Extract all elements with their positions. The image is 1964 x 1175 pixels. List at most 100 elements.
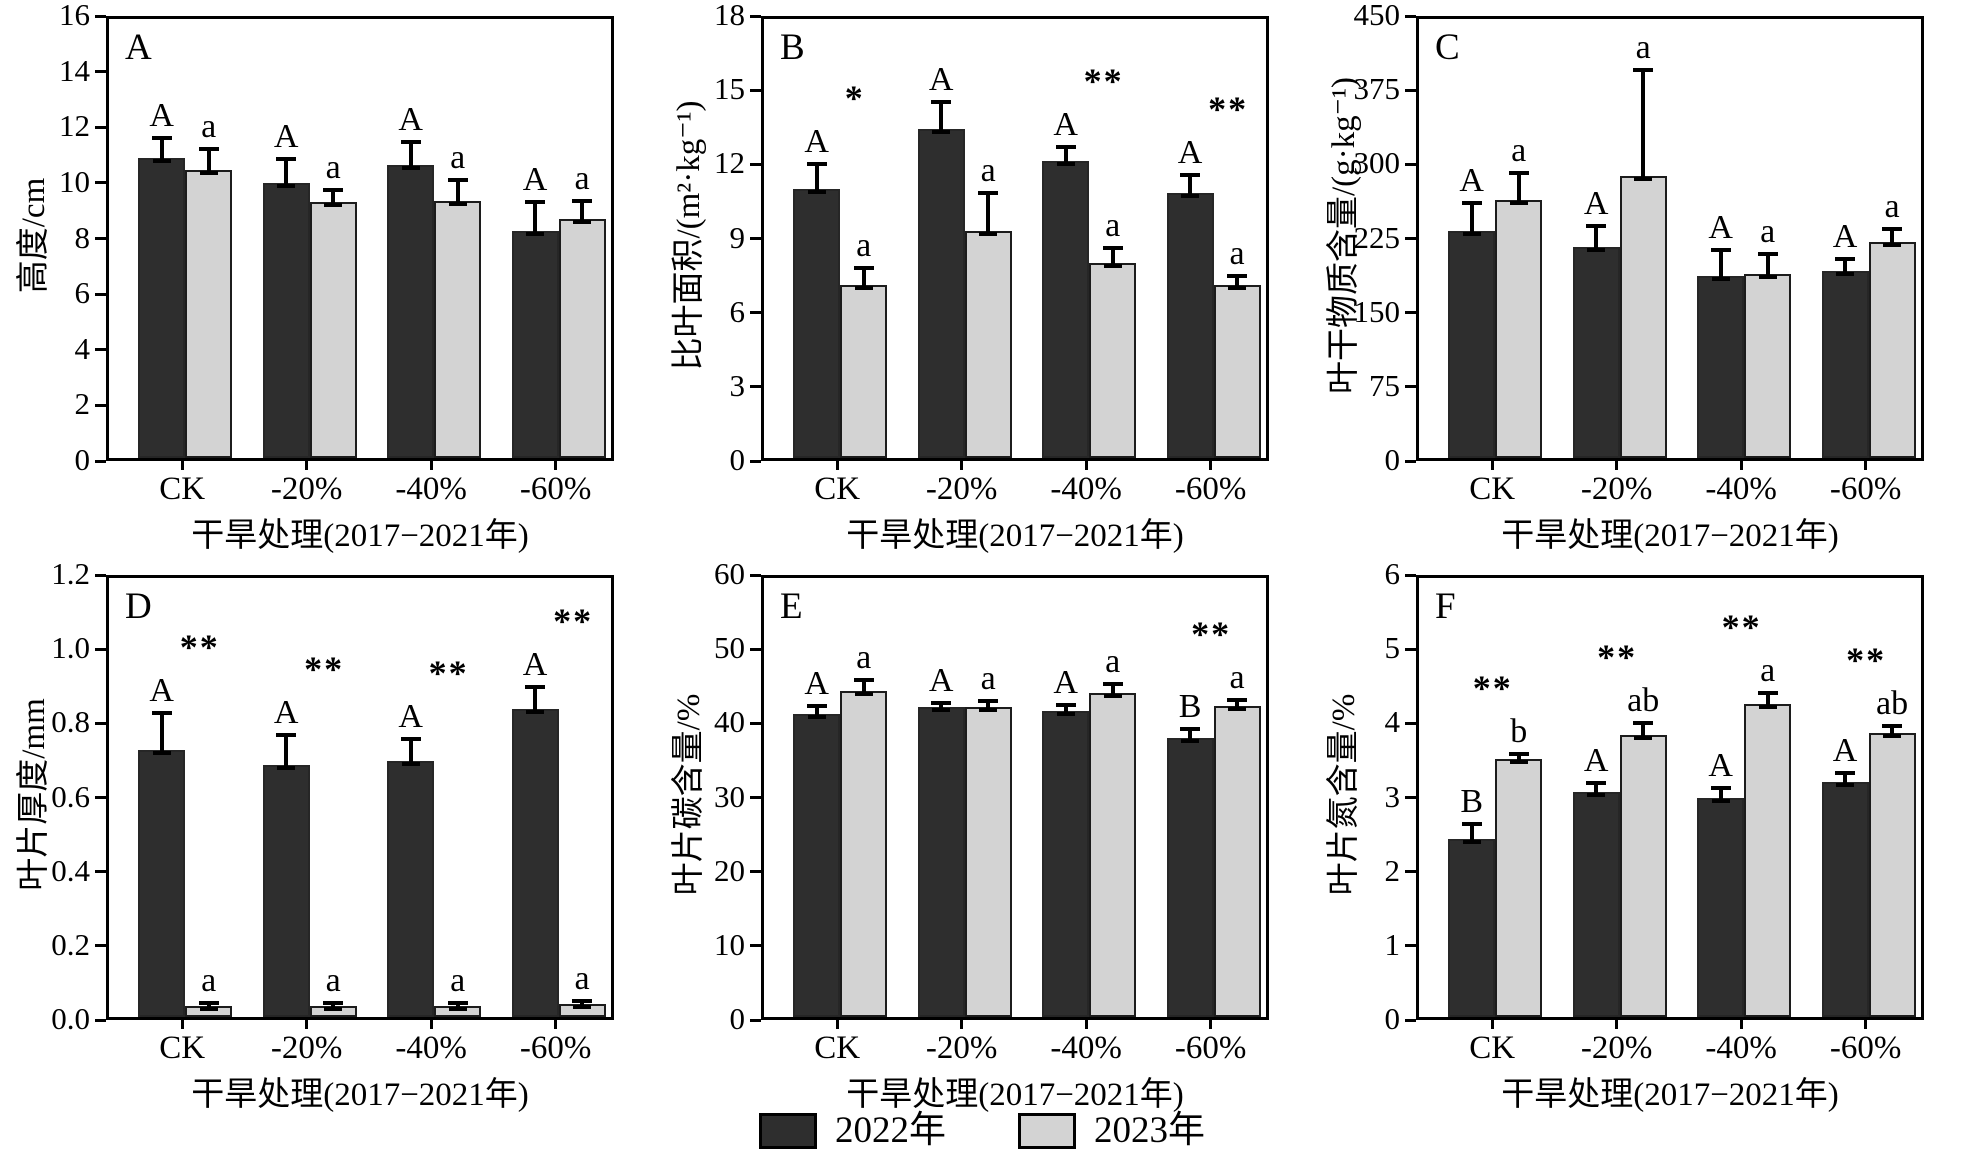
error-bar-cap-top <box>853 677 874 682</box>
error-bar-line <box>455 1002 460 1008</box>
error-bar-cap-bottom <box>1181 739 1200 744</box>
error-bar-cap-bottom <box>1836 272 1855 277</box>
x-tick-label: CK <box>1469 1030 1516 1066</box>
letter-annotation: a <box>325 148 341 186</box>
significance-marker: ** <box>304 649 345 690</box>
error-bar-line <box>1235 699 1240 708</box>
bar-2022年--20% <box>1572 792 1620 1017</box>
error-bar-cap-bottom <box>1103 263 1122 268</box>
y-tick-label: 50 <box>714 630 745 666</box>
error-bar-line <box>533 686 538 712</box>
error-bar-cap-top <box>978 191 999 196</box>
letter-annotation: A <box>1583 184 1609 222</box>
error-bar-line <box>206 1002 211 1008</box>
error-bar-cap-bottom <box>401 165 420 170</box>
letter-annotation: a <box>574 159 590 197</box>
y-tick-label: 450 <box>1353 0 1401 32</box>
y-tick-label: 18 <box>714 0 745 32</box>
letter-annotation: ab <box>1627 681 1660 719</box>
significance-marker: ** <box>1597 636 1638 677</box>
x-tick-label: -20% <box>270 471 343 507</box>
y-tick-mark <box>750 311 761 315</box>
y-tick-mark <box>1405 237 1416 240</box>
x-tick-mark <box>960 461 964 470</box>
letter-annotation: a <box>1105 206 1121 244</box>
y-tick-label: 10 <box>714 926 745 962</box>
y-tick-label: 2 <box>1384 852 1401 888</box>
error-bar-cap-top <box>1180 172 1201 177</box>
error-bar-cap-bottom <box>573 219 592 224</box>
x-tick-mark <box>1084 461 1088 470</box>
error-bar-cap-top <box>1508 752 1529 757</box>
bar-2023年-CK <box>840 690 888 1017</box>
error-bar-cap-bottom <box>1056 162 1075 167</box>
y-tick-label: 0.8 <box>51 704 90 740</box>
error-bar-cap-top <box>1461 822 1482 827</box>
error-bar-line <box>1718 787 1723 801</box>
letter-annotation: A <box>273 694 299 732</box>
error-bar-line <box>1843 259 1848 274</box>
error-bar-line <box>1765 254 1770 277</box>
error-bar-cap-top <box>525 684 546 689</box>
bar-2023年--40% <box>1089 692 1137 1017</box>
error-bar-line <box>1890 725 1895 735</box>
letter-annotation: a <box>1105 643 1121 680</box>
error-bar-cap-bottom <box>932 707 951 712</box>
error-bar-cap-bottom <box>1634 736 1653 741</box>
x-tick-mark <box>429 461 433 470</box>
error-bar-line <box>986 701 991 709</box>
panel-label: D <box>125 586 152 627</box>
y-tick-mark <box>1405 14 1416 18</box>
error-bar-line <box>939 102 944 132</box>
error-bar-cap-top <box>400 736 421 741</box>
letter-annotation: a <box>325 961 341 999</box>
y-tick-mark <box>95 796 106 799</box>
y-tick-mark <box>1405 459 1416 463</box>
error-bar-cap-bottom <box>1883 243 1902 248</box>
bar-2022年-CK <box>793 188 841 458</box>
error-bar-line <box>986 193 991 233</box>
error-bar-cap-bottom <box>324 203 343 208</box>
y-tick-label: 1.0 <box>51 630 90 666</box>
error-bar-line <box>1063 146 1068 164</box>
bar-2023年--20% <box>964 706 1012 1017</box>
error-bar-line <box>331 1002 336 1008</box>
error-bar-cap-top <box>1757 690 1778 695</box>
error-bar-cap-bottom <box>854 285 873 290</box>
error-bar-line <box>1594 225 1599 250</box>
error-bar-cap-bottom <box>526 232 545 237</box>
error-bar-cap-bottom <box>152 751 171 755</box>
error-bar-line <box>408 142 413 167</box>
letter-annotation: a <box>1635 29 1651 67</box>
error-bar-cap-top <box>806 703 827 708</box>
y-tick-mark <box>95 1018 106 1022</box>
error-bar-line <box>861 679 866 693</box>
error-bar-cap-bottom <box>526 710 545 715</box>
bar-2022年--60% <box>1821 271 1869 458</box>
error-bar-line <box>455 179 460 203</box>
y-tick-mark <box>95 14 106 18</box>
y-tick-mark <box>750 459 761 463</box>
y-tick-label: 30 <box>714 778 745 814</box>
significance-marker: ** <box>1083 60 1124 101</box>
y-tick-mark <box>1405 796 1416 799</box>
y-tick-label: 0 <box>729 1001 746 1036</box>
letter-annotation: A <box>1053 663 1078 701</box>
y-tick-label: 0 <box>74 442 91 477</box>
error-bar-line <box>1063 704 1068 714</box>
bar-2023年--20% <box>1619 176 1667 458</box>
bar-2022年--40% <box>1697 798 1745 1017</box>
error-bar-line <box>814 163 819 191</box>
y-tick-label: 225 <box>1353 219 1401 255</box>
x-tick-mark <box>305 1020 309 1029</box>
x-tick-mark <box>554 461 558 470</box>
y-tick-label: 75 <box>1369 367 1400 403</box>
y-tick-label: 1 <box>1384 926 1401 962</box>
error-bar-line <box>1890 228 1895 245</box>
x-tick-label: -60% <box>1174 471 1247 507</box>
bar-2023年--20% <box>309 202 357 458</box>
y-tick-mark <box>95 292 106 296</box>
bar-2023年--60% <box>1868 242 1916 458</box>
error-bar-cap-bottom <box>1634 177 1653 182</box>
letter-annotation: A <box>1708 209 1733 247</box>
